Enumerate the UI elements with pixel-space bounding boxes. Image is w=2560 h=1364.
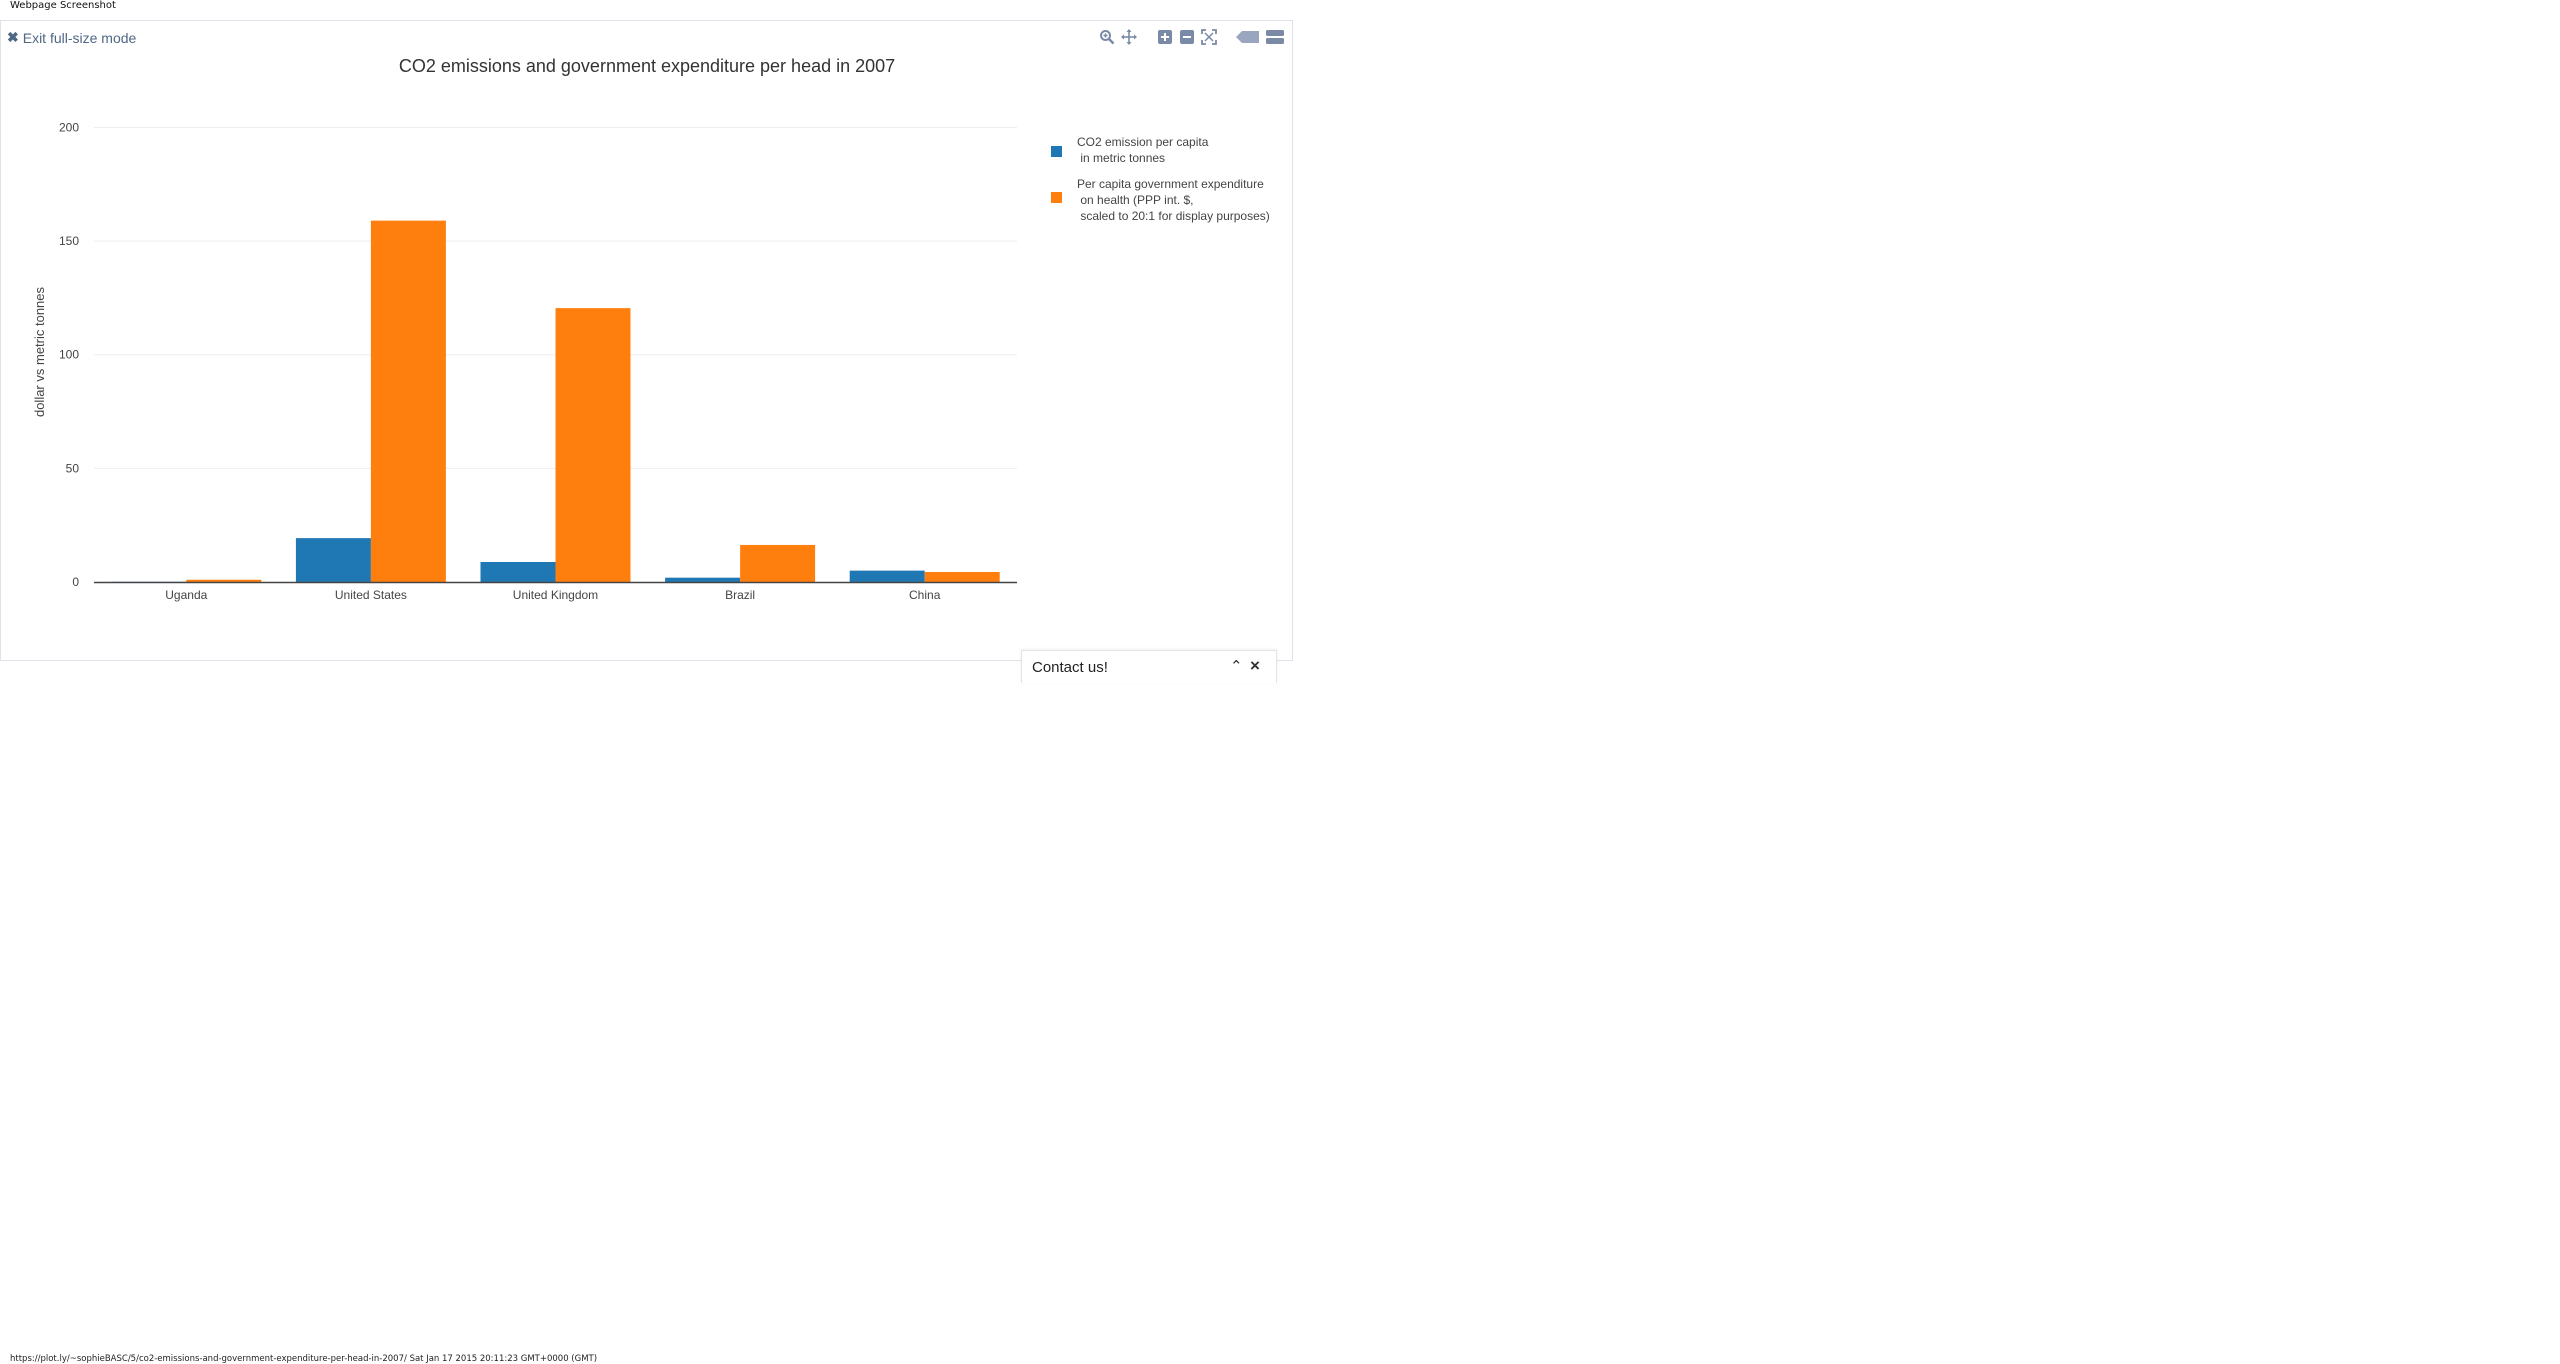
- bar-series2-brazil[interactable]: [740, 545, 815, 582]
- chart-title: CO2 emissions and government expenditure…: [399, 56, 895, 76]
- chart-frame: ✖ Exit full-size mode CO2 emissions and …: [0, 20, 1293, 661]
- legend-swatch[interactable]: [1051, 146, 1062, 157]
- bar-series1-brazil[interactable]: [665, 578, 740, 582]
- page-footer-url: https://plot.ly/~sophieBASC/5/co2-emissi…: [10, 1354, 597, 1364]
- y-tick-label: 200: [59, 120, 79, 134]
- contact-widget[interactable]: Contact us! ⌃ ×: [1021, 650, 1277, 683]
- legend-label: Per capita government expenditure: [1077, 177, 1264, 191]
- y-tick-labels: 0 50 100 150 200: [59, 120, 79, 589]
- y-tick-label: 100: [59, 348, 79, 362]
- close-icon[interactable]: ×: [1250, 656, 1260, 676]
- bar-series1-china[interactable]: [850, 571, 925, 582]
- bar-series2-united-kingdom[interactable]: [556, 308, 631, 582]
- y-tick-label: 150: [59, 234, 79, 248]
- legend-label: in metric tonnes: [1077, 151, 1165, 165]
- x-tick-label: China: [909, 588, 941, 602]
- legend-swatch[interactable]: [1051, 192, 1062, 203]
- legend-label: CO2 emission per capita: [1077, 135, 1209, 149]
- x-tick-label: United Kingdom: [513, 588, 598, 602]
- bar-chart: CO2 emissions and government expenditure…: [1, 21, 1291, 661]
- legend-label: scaled to 20:1 for display purposes): [1077, 209, 1270, 223]
- bars: [111, 221, 999, 582]
- y-axis-label: dollar vs metric tonnes: [32, 286, 47, 417]
- bar-series1-united-states[interactable]: [296, 538, 371, 582]
- chevron-up-icon[interactable]: ⌃: [1230, 657, 1243, 675]
- bar-series1-united-kingdom[interactable]: [481, 562, 556, 582]
- y-tick-label: 0: [72, 575, 79, 589]
- x-tick-label: United States: [335, 588, 407, 602]
- x-tick-label: Uganda: [165, 588, 207, 602]
- screenshot-title: Webpage Screenshot: [10, 0, 116, 11]
- x-tick-labels: Uganda United States United Kingdom Brazil C…: [165, 588, 940, 602]
- contact-label: Contact us!: [1032, 659, 1108, 676]
- x-tick-label: Brazil: [725, 588, 755, 602]
- legend-label: on health (PPP int. $,: [1077, 193, 1194, 207]
- bar-series2-uganda[interactable]: [186, 580, 261, 582]
- legend: CO2 emission per capita in metric tonnes…: [1051, 135, 1270, 223]
- bar-series2-china[interactable]: [925, 572, 1000, 582]
- bar-series2-united-states[interactable]: [371, 221, 446, 582]
- y-tick-label: 50: [66, 461, 80, 475]
